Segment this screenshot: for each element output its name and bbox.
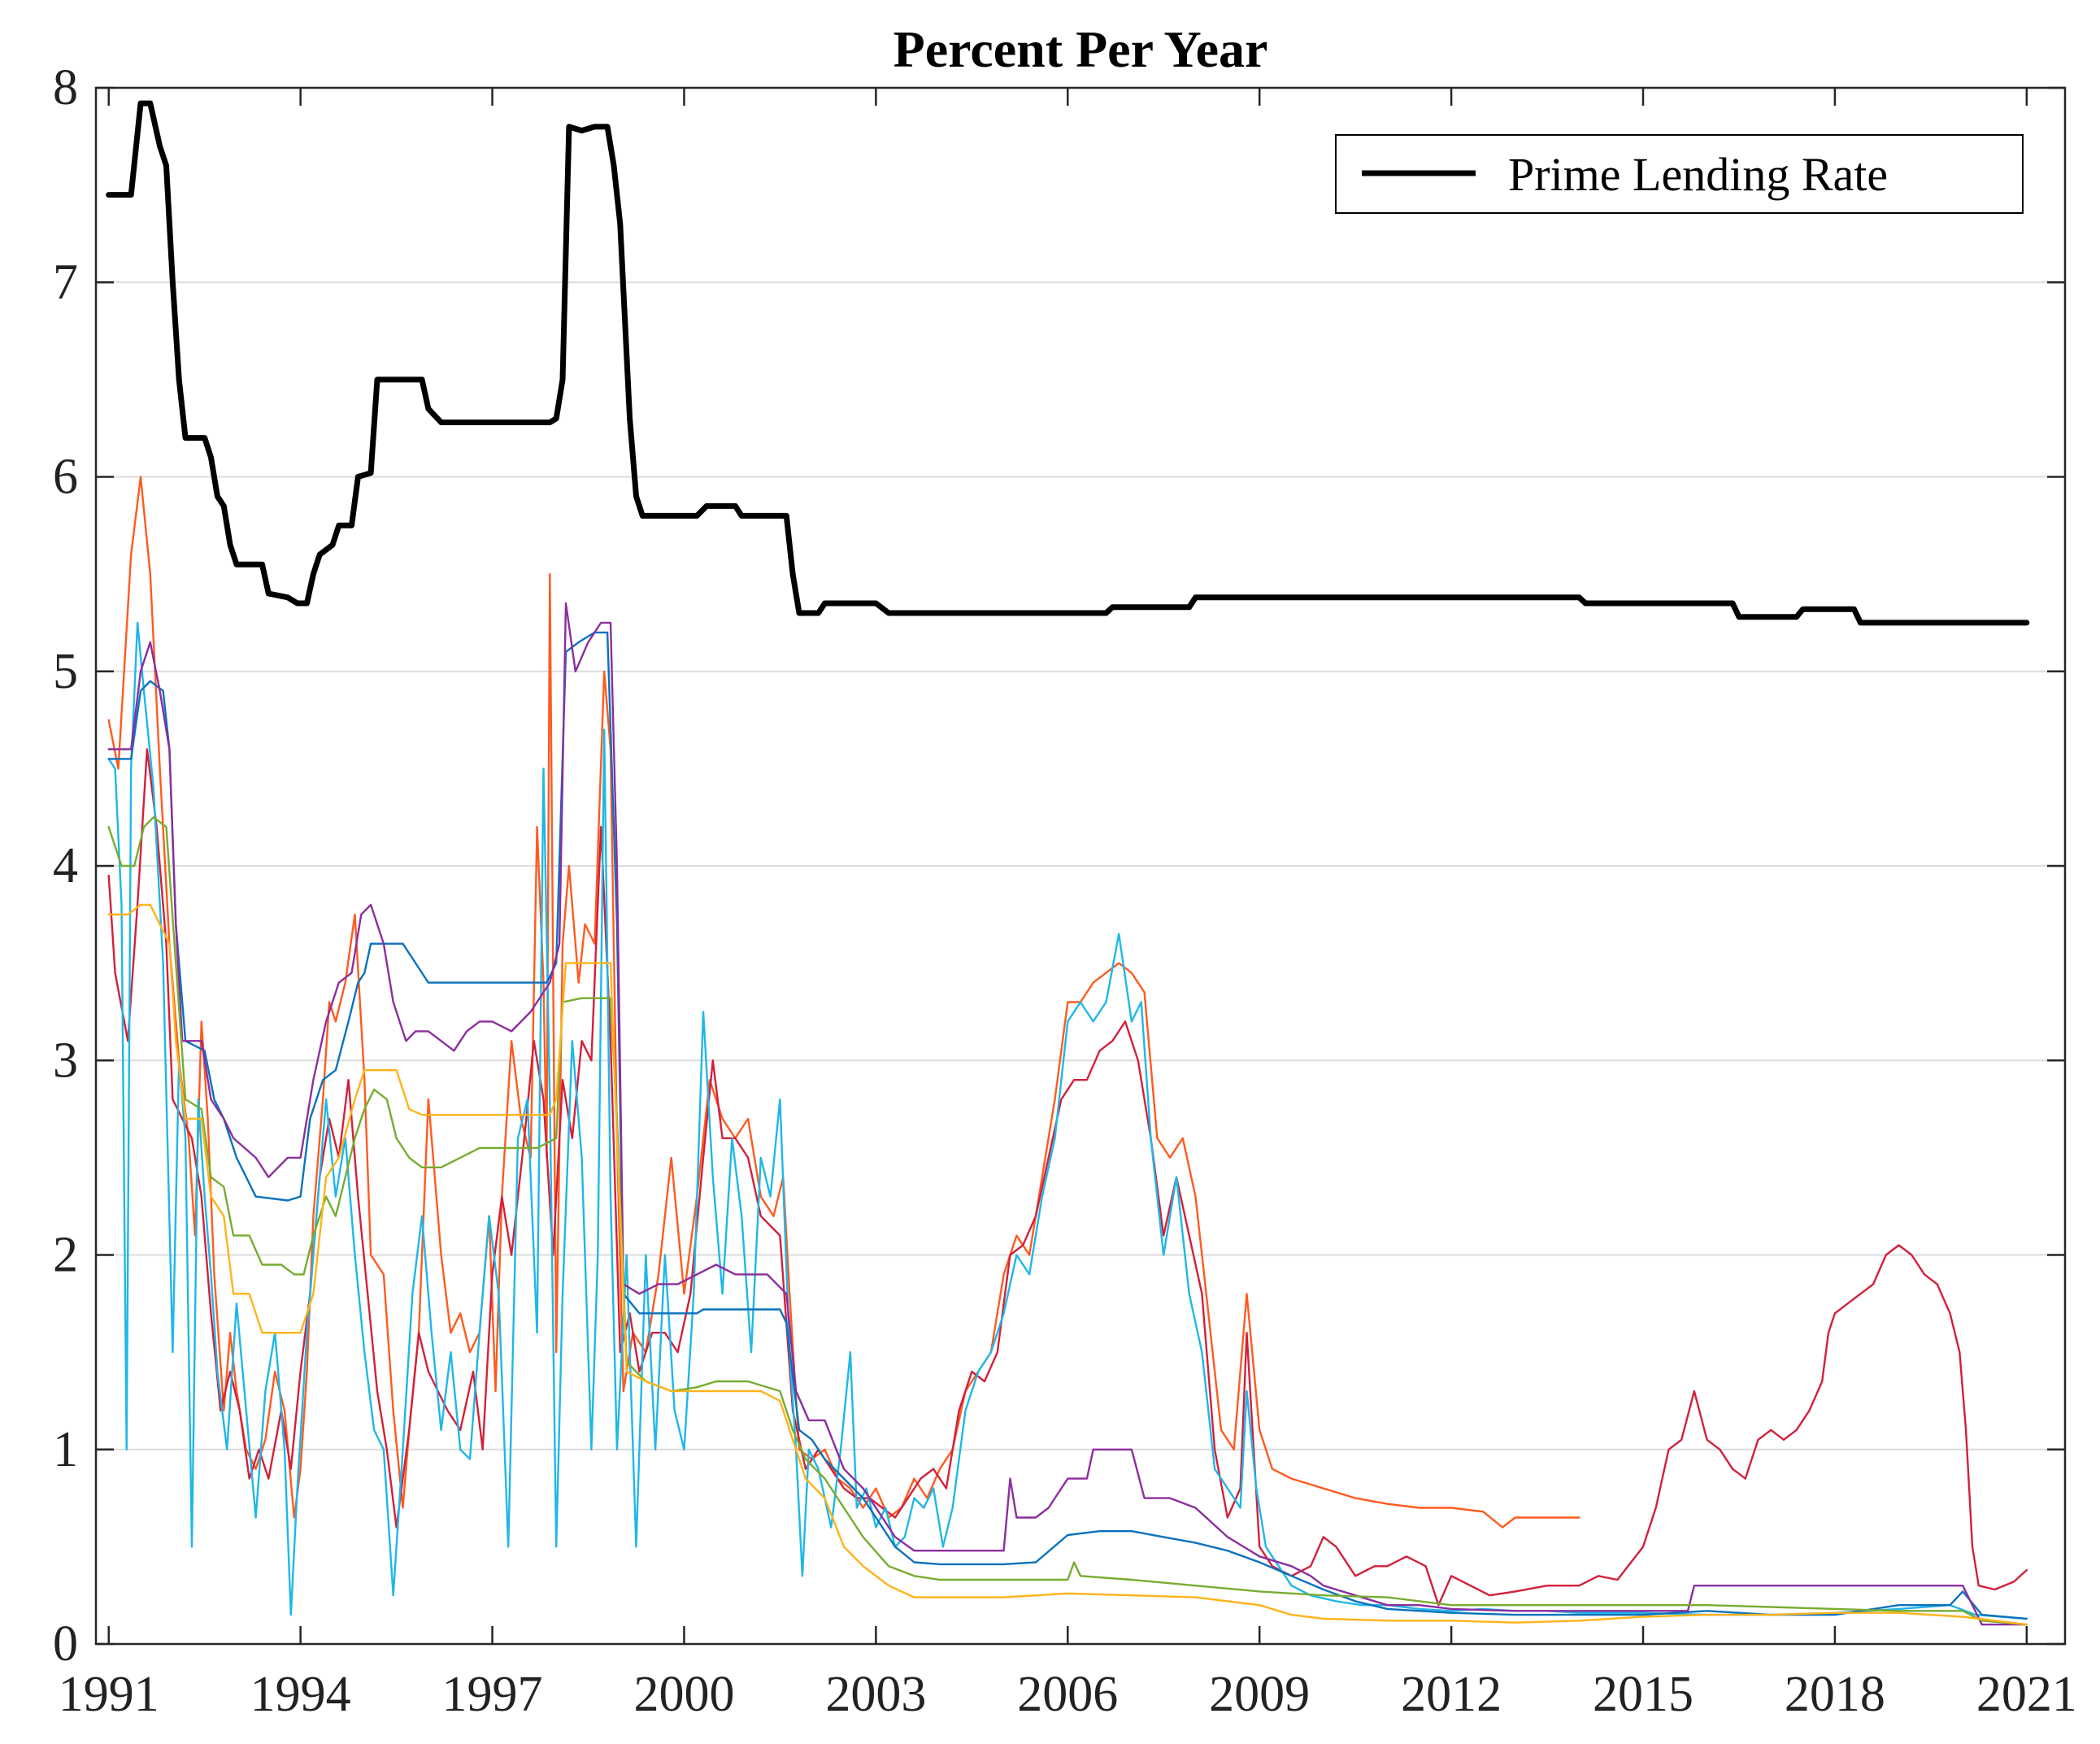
series-line-bank-a bbox=[107, 476, 1580, 1529]
y-tick-label-6: 6 bbox=[53, 450, 78, 505]
series-line-bank-g bbox=[107, 903, 2028, 1626]
y-tick-label-5: 5 bbox=[53, 644, 78, 699]
x-tick-label-2003: 2003 bbox=[825, 1667, 926, 1722]
chart-title: Percent Per Year bbox=[893, 20, 1268, 78]
y-tick-label-1: 1 bbox=[53, 1422, 78, 1477]
x-tick-label-1997: 1997 bbox=[442, 1667, 543, 1722]
y-tick-label-7: 7 bbox=[53, 254, 78, 310]
y-tick-label-8: 8 bbox=[53, 60, 78, 115]
x-tick-label-1994: 1994 bbox=[250, 1667, 351, 1722]
x-tick-label-2015: 2015 bbox=[1593, 1667, 1693, 1722]
x-tick-label-2021: 2021 bbox=[1976, 1667, 2077, 1722]
legend: Prime Lending Rate bbox=[1335, 134, 2024, 214]
series-line-bank-b bbox=[107, 748, 2028, 1607]
axes: 0 1 2 3 4 5 6 7 8 1991 1994 1997 2000 2003 2006 2009 201… bbox=[53, 60, 2077, 1722]
x-tick-label-2006: 2006 bbox=[1017, 1667, 1118, 1722]
y-tick-label-3: 3 bbox=[53, 1033, 78, 1088]
y-tick-label-2: 2 bbox=[53, 1228, 78, 1283]
series-line-bank-d bbox=[107, 631, 2028, 1620]
horizontal-gridlines bbox=[96, 281, 2065, 1450]
series-line-bank-e bbox=[107, 602, 2028, 1626]
x-tick-label-2018: 2018 bbox=[1785, 1667, 1885, 1722]
series-line-prime-lending-rate bbox=[106, 100, 2030, 626]
series-line-bank-c bbox=[107, 621, 2028, 1620]
x-tick-label-2000: 2000 bbox=[633, 1667, 734, 1722]
y-tick-label-4: 4 bbox=[53, 838, 78, 894]
series-line-bank-f bbox=[107, 816, 2028, 1626]
x-tick-label-1991: 1991 bbox=[59, 1667, 159, 1722]
x-tick-label-2009: 2009 bbox=[1209, 1667, 1310, 1722]
legend-label-prime-lending-rate: Prime Lending Rate bbox=[1508, 148, 1888, 201]
y-tick-label-0: 0 bbox=[53, 1616, 78, 1672]
x-tick-label-2012: 2012 bbox=[1401, 1667, 1502, 1722]
series-layer bbox=[106, 100, 2030, 1626]
